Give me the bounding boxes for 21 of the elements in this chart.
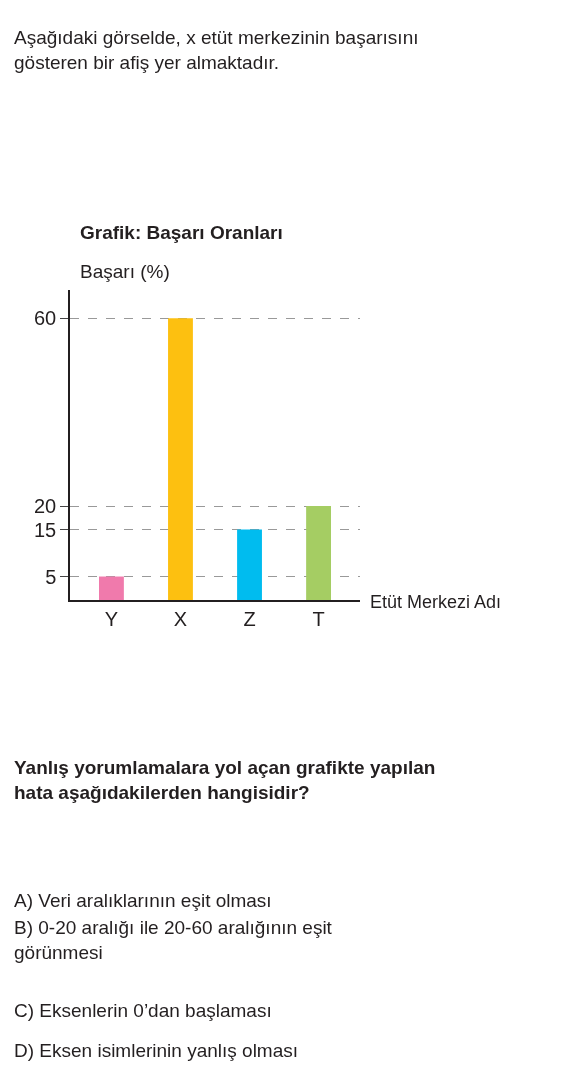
text: D) Eksen isimlerinin yanlış olması bbox=[14, 1040, 299, 1061]
text: Yanlış yorumlamalara yol açan grafikte yapılan hata aşağıdakilerden hangisidir? bbox=[14, 757, 436, 803]
y-axis-title: Başarı (%) bbox=[80, 261, 170, 282]
text: C) Eksenlerin 0’dan başlaması bbox=[14, 1000, 272, 1021]
y-tick-label: 20 bbox=[34, 495, 57, 518]
bar bbox=[168, 318, 193, 600]
x-tick-label: Z bbox=[243, 607, 256, 630]
y-tick-label: 15 bbox=[34, 518, 57, 541]
bar bbox=[237, 529, 262, 600]
y-tick-label: 5 bbox=[45, 565, 57, 588]
text: A) Veri aralıklarının eşit olması bbox=[14, 890, 272, 911]
text: Aşağıdaki görselde, x etüt merkezinin başarısını gösteren bir afiş yer almaktadır. bbox=[14, 27, 419, 73]
y-tick-label: 60 bbox=[34, 307, 57, 330]
x-tick-label: Y bbox=[104, 607, 119, 630]
bar bbox=[99, 576, 124, 600]
bar bbox=[306, 506, 331, 600]
chart-title: Grafik: Başarı Oranları bbox=[80, 222, 283, 243]
x-axis-title: Etüt Merkezi Adı bbox=[370, 592, 502, 612]
text: B) 0-20 aralığı ile 20-60 aralığının eşit görünmesi bbox=[14, 917, 333, 963]
x-tick-label: T bbox=[312, 607, 325, 630]
x-tick-label: X bbox=[173, 607, 188, 630]
